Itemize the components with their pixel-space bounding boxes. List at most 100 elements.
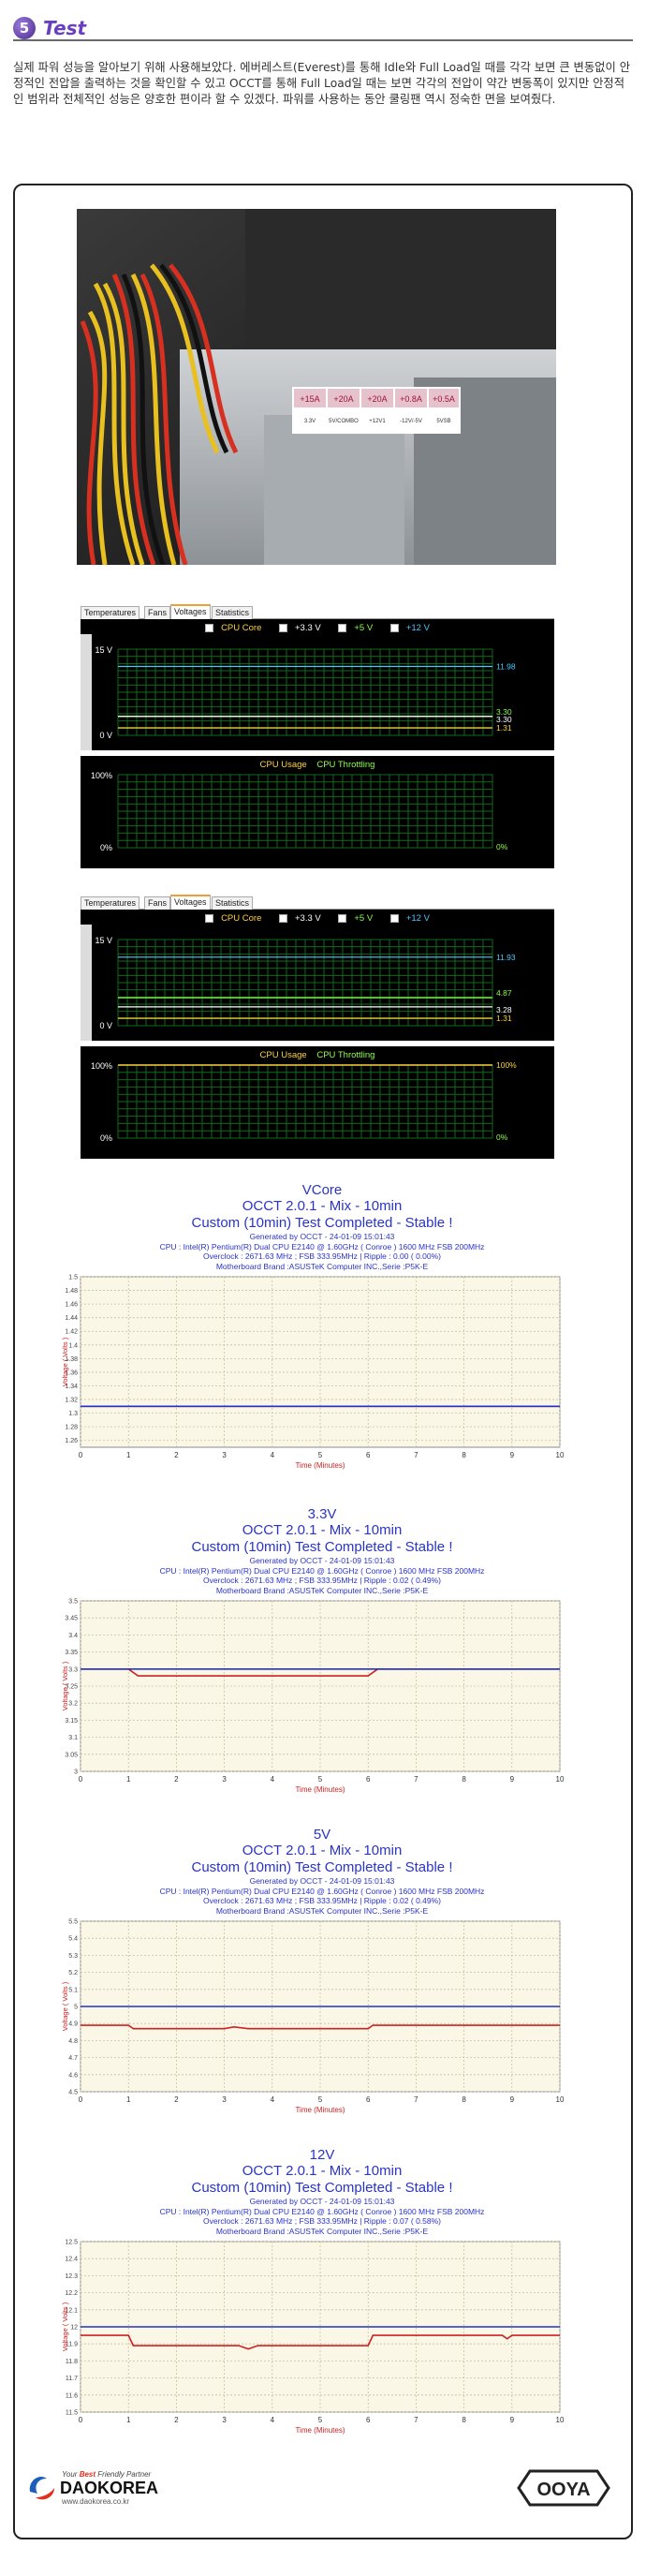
y-axis-label: Voltage ( Volts ) (61, 1981, 69, 2031)
tab-fans[interactable]: Fans (144, 606, 171, 619)
x-tick-label: 7 (414, 2095, 418, 2104)
y-tick-label: 4.8 (68, 2038, 78, 2045)
x-tick-label: 6 (366, 1775, 371, 1784)
chart-meta: Overclock : 2671.63 MHz ; FSB 333.95MHz … (202, 1576, 441, 1585)
checkbox-icon[interactable] (205, 623, 214, 632)
occt-voltage-panel: Temperatures Fans Voltages Statistics CP… (81, 895, 554, 1159)
3v3-chart: 3.3V OCCT 2.0.1 - Mix - 10min Custom (10… (60, 1506, 584, 1805)
tab-statistics[interactable]: Statistics (212, 896, 254, 910)
chart-meta: Generated by OCCT - 24-01-09 15:01:43 (249, 1556, 395, 1565)
chart-title: VCore (301, 1182, 343, 1198)
chart-meta: CPU : Intel(R) Pentium(R) Dual CPU E2140… (159, 1565, 485, 1576)
checkbox-icon[interactable] (279, 623, 287, 632)
5v-chart: 5V OCCT 2.0.1 - Mix - 10min Custom (10mi… (60, 1827, 584, 2125)
psu-photo: +15A +20A +20A +0.8A +0.5A 3.3V 5V/COMBO… (77, 209, 556, 565)
y-tick-label: 1.44 (65, 1315, 78, 1322)
y-tick-label: 1.42 (65, 1329, 78, 1336)
vcore-plot: 1.51.481.461.441.421.41.381.361.341.321.… (61, 1275, 565, 1471)
x-tick-label: 4 (271, 1775, 275, 1784)
x-tick-label: 8 (462, 1775, 466, 1784)
tab-statistics[interactable]: Statistics (212, 606, 254, 619)
axis-label: 0 V (99, 731, 112, 740)
chart-meta: Generated by OCCT - 24-01-09 15:01:43 (249, 2197, 395, 2206)
y-tick-label: 1.32 (65, 1398, 78, 1404)
y-tick-label: 3.5 (68, 1599, 78, 1606)
legend-cpu-throttling: CPU Throttling (316, 760, 375, 770)
y-tick-label: 1.28 (65, 1425, 78, 1431)
cpu-grid-lines (117, 774, 493, 849)
daokorea-logo: Your Best Friendly Partner DAOKOREA www.… (26, 2465, 176, 2509)
x-axis-label: Time (Minutes) (295, 1785, 345, 1794)
chart-meta: Motherboard Brand :ASUSTeK Computer INC.… (215, 2226, 429, 2236)
x-tick-label: 7 (414, 1451, 418, 1459)
scrollbar (81, 925, 92, 1041)
y-axis-label: Voltage ( Volts ) (61, 2302, 69, 2351)
x-tick-label: 7 (414, 1775, 418, 1784)
x-tick-label: 0 (79, 1451, 83, 1459)
content-frame (13, 184, 633, 2539)
sticker-value: +20A (367, 394, 387, 404)
checkbox-icon[interactable] (205, 913, 214, 923)
y-tick-label: 1.48 (65, 1288, 78, 1295)
y-tick-label: 4.9 (68, 2021, 78, 2028)
x-tick-label: 6 (366, 1451, 371, 1459)
x-tick-label: 3 (222, 2416, 227, 2424)
chart-subtitle: OCCT 2.0.1 - Mix - 10min (242, 2163, 403, 2179)
cpu-usage-graph: CPU Usage CPU Throttling 100% 0% 0% (81, 756, 554, 868)
sticker-value: +0.8A (400, 394, 422, 404)
x-tick-label: 2 (174, 2095, 179, 2104)
chart-subtitle: OCCT 2.0.1 - Mix - 10min (242, 1522, 403, 1538)
x-tick-label: 2 (174, 2416, 179, 2424)
x-tick-label: 8 (462, 2416, 466, 2424)
y-tick-label: 3.15 (65, 1718, 78, 1725)
y-tick-label: 3.45 (65, 1616, 78, 1622)
axis-label: 0% (100, 1133, 112, 1143)
sticker-label: 5VSB (436, 419, 450, 424)
tab-voltages[interactable]: Voltages (170, 895, 211, 910)
y-tick-label: 3.35 (65, 1650, 78, 1656)
occt-tabs: Temperatures Fans Voltages Statistics (81, 604, 554, 620)
tab-fans[interactable]: Fans (144, 896, 171, 910)
tab-temperatures[interactable]: Temperatures (81, 896, 140, 910)
checkbox-icon[interactable] (338, 913, 347, 923)
chart-meta: Overclock : 2671.63 MHz ; FSB 333.95MHz … (202, 1896, 441, 1905)
y-axis-label: Voltage ( Volts ) (61, 1661, 69, 1710)
chart-meta: CPU : Intel(R) Pentium(R) Dual CPU E2140… (159, 1241, 485, 1251)
cpu-readout: 0% (496, 842, 508, 851)
chart-meta: Generated by OCCT - 24-01-09 15:01:43 (249, 1232, 395, 1241)
sticker-label: -12V/-5V (400, 419, 422, 424)
x-tick-label: 1 (126, 2095, 131, 2104)
voltage-grid (117, 939, 493, 1027)
chart-status: Custom (10min) Test Completed - Stable ! (191, 1859, 453, 1875)
y-tick-label: 4.5 (68, 2090, 78, 2096)
brand-name: DAOKOREA (60, 2479, 158, 2497)
y-tick-label: 1.38 (65, 1356, 78, 1363)
cpu-legend: CPU Usage CPU Throttling (81, 1050, 554, 1060)
x-tick-label: 5 (318, 1451, 323, 1459)
tab-voltages[interactable]: Voltages (170, 604, 211, 620)
axis-label: 15 V (95, 645, 112, 655)
voltage-readout: 11.93 (496, 953, 516, 962)
series-line (81, 2334, 560, 2350)
checkbox-icon[interactable] (279, 913, 287, 923)
checkbox-icon[interactable] (338, 623, 347, 632)
x-tick-label: 0 (79, 1775, 83, 1784)
x-tick-label: 1 (126, 2416, 131, 2424)
checkbox-icon[interactable] (389, 623, 399, 632)
x-tick-label: 9 (510, 1775, 515, 1784)
checkbox-icon[interactable] (389, 913, 399, 923)
voltage-readout: 3.28 (496, 1005, 512, 1014)
tab-temperatures[interactable]: Temperatures (81, 606, 140, 619)
x-tick-label: 0 (79, 2095, 83, 2104)
sticker-label: 5V/COMBO (329, 419, 359, 424)
legend-cpu-usage: CPU Usage (259, 1050, 307, 1060)
brand-url: www.daokorea.co.kr (61, 2497, 129, 2506)
series-line (81, 2024, 560, 2030)
x-tick-label: 5 (318, 2095, 323, 2104)
chart-status: Custom (10min) Test Completed - Stable ! (191, 2180, 453, 2196)
chart-subtitle: OCCT 2.0.1 - Mix - 10min (242, 1843, 403, 1858)
voltage-grid (117, 648, 493, 736)
x-axis-label: Time (Minutes) (295, 2426, 345, 2435)
x-tick-label: 3 (222, 1451, 227, 1459)
